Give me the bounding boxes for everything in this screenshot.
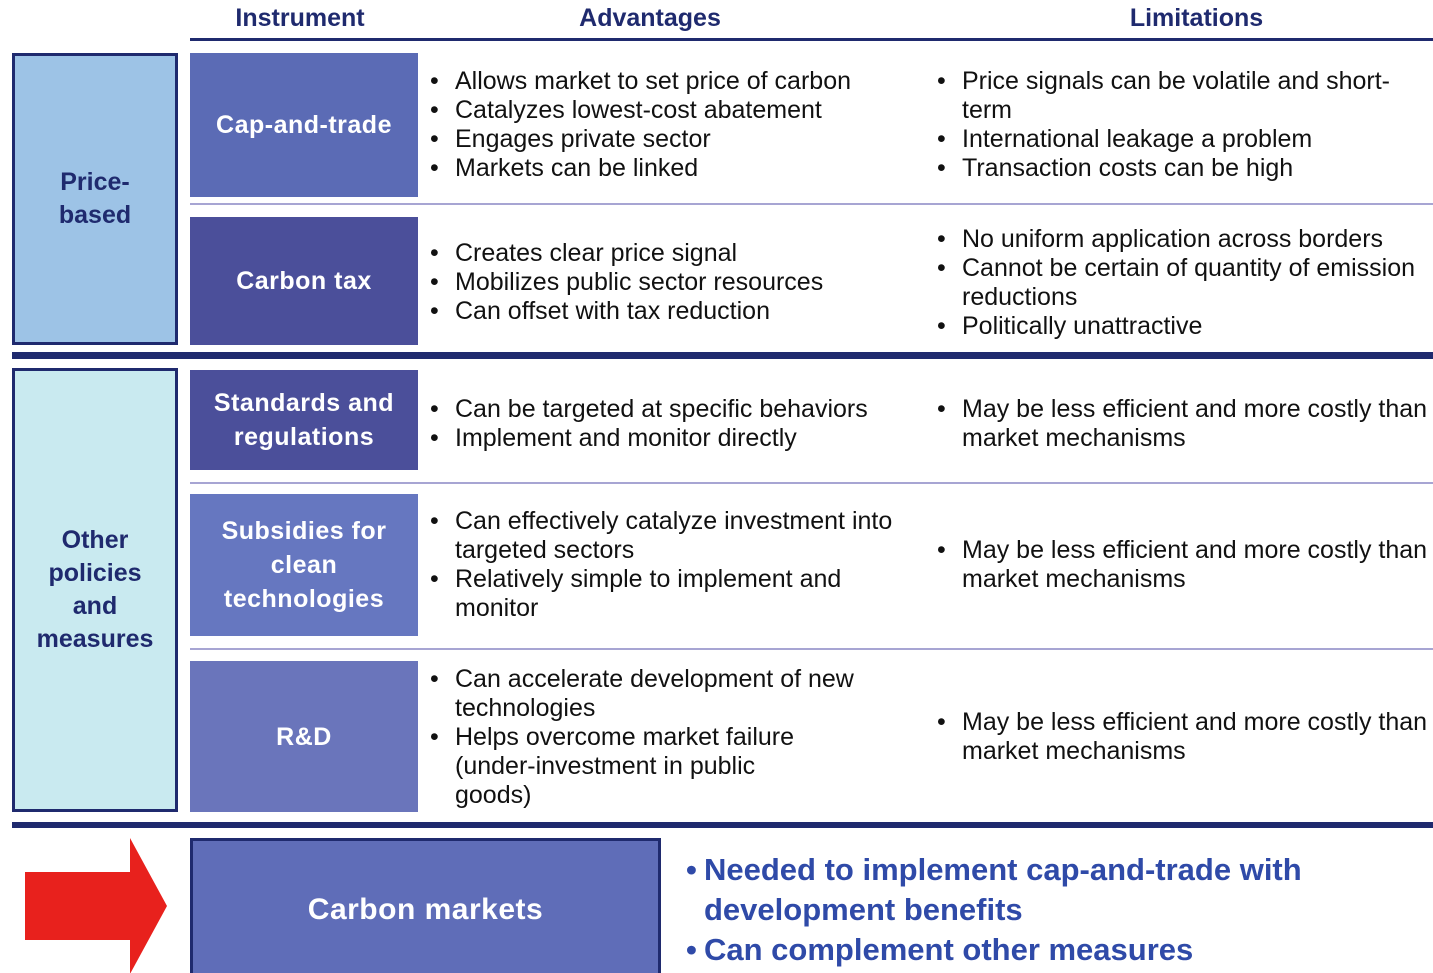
bottom-bullet: Can complement other measures bbox=[686, 930, 1406, 970]
carbon-markets-label: Carbon markets bbox=[307, 893, 544, 926]
group-label: Price-based bbox=[58, 168, 132, 229]
advantages-cell: Can effectively catalyze investment into… bbox=[430, 486, 930, 644]
bottom-bullets: Needed to implement cap-and-trade with d… bbox=[686, 850, 1406, 970]
bottom-separator bbox=[12, 822, 1433, 828]
advantage-item: Engages private sector bbox=[430, 125, 930, 154]
limitations-cell: No uniform application across bordersCan… bbox=[937, 210, 1433, 355]
advantage-item: Implement and monitor directly bbox=[430, 424, 930, 453]
instrument-box: Standards and regulations bbox=[190, 370, 418, 470]
advantage-item: Helps overcome market failure (under-inv… bbox=[430, 723, 795, 810]
limitations-cell: Price signals can be volatile and short-… bbox=[937, 53, 1433, 197]
instrument-label: Subsidies for clean technologies bbox=[221, 517, 387, 613]
arrow bbox=[25, 838, 167, 973]
limitation-item: May be less efficient and more costly th… bbox=[937, 536, 1433, 594]
limitation-item: May be less efficient and more costly th… bbox=[937, 395, 1433, 453]
limitation-item: International leakage a problem bbox=[937, 125, 1433, 154]
limitation-item: Cannot be certain of quantity of emissio… bbox=[937, 254, 1433, 312]
instrument-box: R&D bbox=[190, 661, 418, 812]
header-rule bbox=[190, 38, 1433, 41]
instrument-box: Cap-and-trade bbox=[190, 53, 418, 197]
limitation-item: Transaction costs can be high bbox=[937, 154, 1433, 183]
limitation-item: May be less efficient and more costly th… bbox=[937, 708, 1433, 766]
bottom-bullet: Needed to implement cap-and-trade with d… bbox=[686, 850, 1406, 930]
row-separator bbox=[190, 203, 1433, 205]
advantage-item: Relatively simple to implement and monit… bbox=[430, 565, 930, 623]
instrument-label: Carbon tax bbox=[236, 267, 372, 295]
group-box: Other policies and measures bbox=[12, 368, 178, 812]
advantage-item: Mobilizes public sector resources bbox=[430, 268, 930, 297]
advantage-item: Can accelerate development of new techno… bbox=[430, 665, 930, 723]
advantages-cell: Creates clear price signalMobilizes publ… bbox=[430, 210, 930, 355]
instrument-box: Carbon tax bbox=[190, 217, 418, 345]
instrument-label: R&D bbox=[276, 722, 332, 751]
carbon-markets-box: Carbon markets bbox=[190, 838, 661, 973]
group-box: Price-based bbox=[12, 53, 178, 345]
instrument-box: Subsidies for clean technologies bbox=[190, 494, 418, 636]
arrow-shape bbox=[25, 838, 167, 973]
header-advantages: Advantages bbox=[579, 4, 721, 32]
group-separator bbox=[12, 352, 1433, 359]
advantage-item: Catalyzes lowest-cost abatement bbox=[430, 96, 930, 125]
limitation-item: Politically unattractive bbox=[937, 312, 1433, 341]
row-separator bbox=[190, 482, 1433, 484]
advantages-cell: Can be targeted at specific behaviorsImp… bbox=[430, 370, 930, 478]
advantage-item: Can effectively catalyze investment into… bbox=[430, 507, 930, 565]
limitations-cell: May be less efficient and more costly th… bbox=[937, 486, 1433, 644]
limitations-cell: May be less efficient and more costly th… bbox=[937, 652, 1433, 822]
instrument-label: Cap-and-trade bbox=[216, 111, 392, 139]
instrument-label: Standards and regulations bbox=[213, 389, 395, 451]
row-separator bbox=[190, 648, 1433, 650]
limitations-cell: May be less efficient and more costly th… bbox=[937, 370, 1433, 478]
advantages-cell: Can accelerate development of new techno… bbox=[430, 652, 930, 822]
advantage-item: Creates clear price signal bbox=[430, 239, 930, 268]
limitation-item: No uniform application across borders bbox=[937, 225, 1433, 254]
header-instrument: Instrument bbox=[235, 4, 365, 32]
limitation-item: Price signals can be volatile and short-… bbox=[937, 67, 1433, 125]
advantage-item: Can be targeted at specific behaviors bbox=[430, 395, 930, 424]
header-limitations: Limitations bbox=[1129, 4, 1264, 32]
advantage-item: Markets can be linked bbox=[430, 154, 930, 183]
advantages-cell: Allows market to set price of carbonCata… bbox=[430, 53, 930, 197]
group-label: Other policies and measures bbox=[36, 526, 154, 653]
advantage-item: Allows market to set price of carbon bbox=[430, 67, 930, 96]
advantage-item: Can offset with tax reduction bbox=[430, 297, 930, 326]
